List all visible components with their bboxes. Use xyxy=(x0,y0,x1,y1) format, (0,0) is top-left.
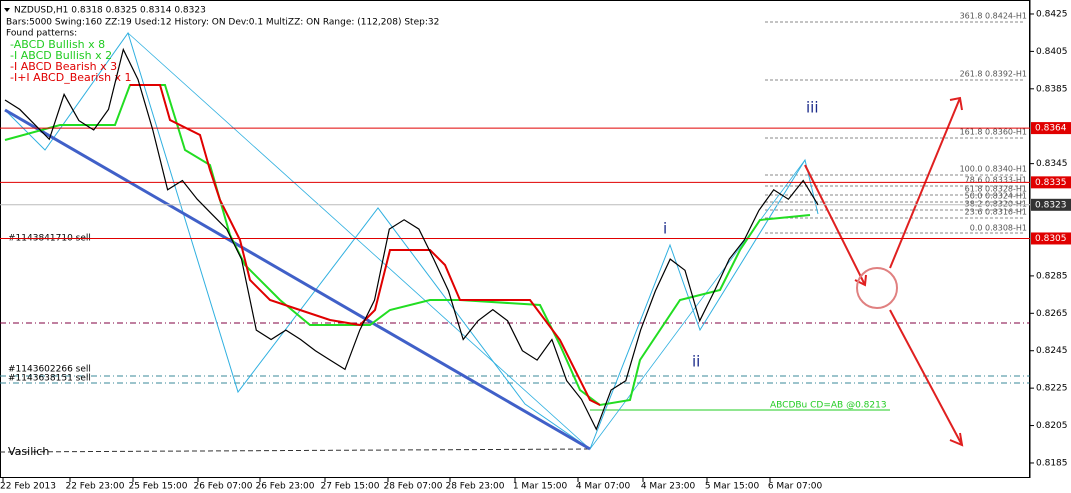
x-tick-label: 22 Feb 23:00 xyxy=(65,482,124,492)
x-tick-label: 26 Feb 07:00 xyxy=(193,482,252,492)
signature: Vasilich xyxy=(8,445,49,458)
x-tick-label: 28 Feb 07:00 xyxy=(383,482,442,492)
x-tick-label: 5 Mar 15:00 xyxy=(705,482,760,492)
fib-label: 61.8 0.8328-H1 xyxy=(965,185,1027,194)
y-tick-label: 0.8205 xyxy=(1036,421,1068,431)
fib-label: 161.8 0.8360-H1 xyxy=(960,128,1027,137)
price-tag-label: 0.8305 xyxy=(1035,234,1067,244)
level-line xyxy=(0,448,591,453)
order-label: #1143602266 sell xyxy=(8,365,91,375)
wave-label: ii xyxy=(692,353,700,371)
x-tick-label: 28 Feb 23:00 xyxy=(445,482,504,492)
fib-lines xyxy=(765,21,1025,234)
y-tick-label: 0.8345 xyxy=(1036,159,1068,169)
x-tick-label: 4 Mar 07:00 xyxy=(576,482,631,492)
order-label: #1143638151 sell xyxy=(8,374,91,384)
abcd-label: ABCDBu CD=AB @0.8213 xyxy=(770,401,887,411)
fib-label: 38.2 0.8320-H1 xyxy=(965,200,1027,209)
wave-label: i xyxy=(663,220,667,238)
wave-label: iii xyxy=(806,99,819,117)
fib-label: 50.0 0.8324-H1 xyxy=(965,192,1027,201)
fib-label: 78.6 0.8333-H1 xyxy=(965,176,1027,185)
indicator-red xyxy=(130,84,601,406)
y-tick-label: 0.8245 xyxy=(1036,346,1068,356)
x-tick-label: 26 Feb 23:00 xyxy=(255,482,314,492)
fib-label: 23.6 0.8316-H1 xyxy=(965,208,1027,217)
price-tag xyxy=(1031,198,1071,211)
projection xyxy=(804,96,964,447)
pattern: -I ABCD Bearish x 3 xyxy=(10,60,117,73)
x-tick-label: 25 Feb 15:00 xyxy=(128,482,187,492)
pattern: -ABCD Bullish x 8 xyxy=(10,38,105,51)
collapse-icon[interactable] xyxy=(4,8,10,12)
x-tick-label: 6 Mar 07:00 xyxy=(768,482,823,492)
zigzag xyxy=(4,31,819,450)
x-tick-label: 4 Mar 23:00 xyxy=(641,482,696,492)
fib-label: 100.0 0.8340-H1 xyxy=(960,165,1027,174)
x-tick-label: 27 Feb 15:00 xyxy=(320,482,379,492)
price-tag xyxy=(1031,176,1071,189)
fib-label: 0.0 0.8308-H1 xyxy=(970,224,1027,233)
y-tick-label: 0.8265 xyxy=(1036,309,1068,319)
info: Bars:5000 Swing:160 ZZ:19 Used:12 Histor… xyxy=(6,18,439,28)
price-tag xyxy=(1031,232,1071,245)
indicator-green xyxy=(4,84,811,407)
patterns-title: Found patterns: xyxy=(6,29,77,39)
y-tick-label: 0.8425 xyxy=(1036,9,1068,19)
price-line xyxy=(4,47,819,431)
pattern: -I ABCD Bullish x 2 xyxy=(10,49,112,62)
price-tag-label: 0.8323 xyxy=(1035,200,1067,210)
y-tick-label: 0.8185 xyxy=(1036,458,1068,468)
header: NZDUSD,H1 0.8318 0.8325 0.8314 0.8323 xyxy=(14,6,206,16)
x-tick-label: 22 Feb 2013 xyxy=(0,482,56,492)
y-tick-label: 0.8385 xyxy=(1036,84,1068,94)
fib-label: 361.8 0.8424-H1 xyxy=(960,12,1027,21)
y-tick-label: 0.8225 xyxy=(1036,384,1068,394)
price-tag-label: 0.8364 xyxy=(1035,124,1067,134)
x-tick-label: 1 Mar 15:00 xyxy=(513,482,568,492)
price-tag-label: 0.8335 xyxy=(1035,178,1067,188)
price-tag xyxy=(1031,122,1071,135)
fib-label: 261.8 0.8392-H1 xyxy=(960,70,1027,79)
y-tick-label: 0.8405 xyxy=(1036,47,1068,57)
pattern: -I+I ABCD_Bearish x 1 xyxy=(10,71,132,84)
y-tick-label: 0.8285 xyxy=(1036,271,1068,281)
trend-line xyxy=(4,108,591,451)
